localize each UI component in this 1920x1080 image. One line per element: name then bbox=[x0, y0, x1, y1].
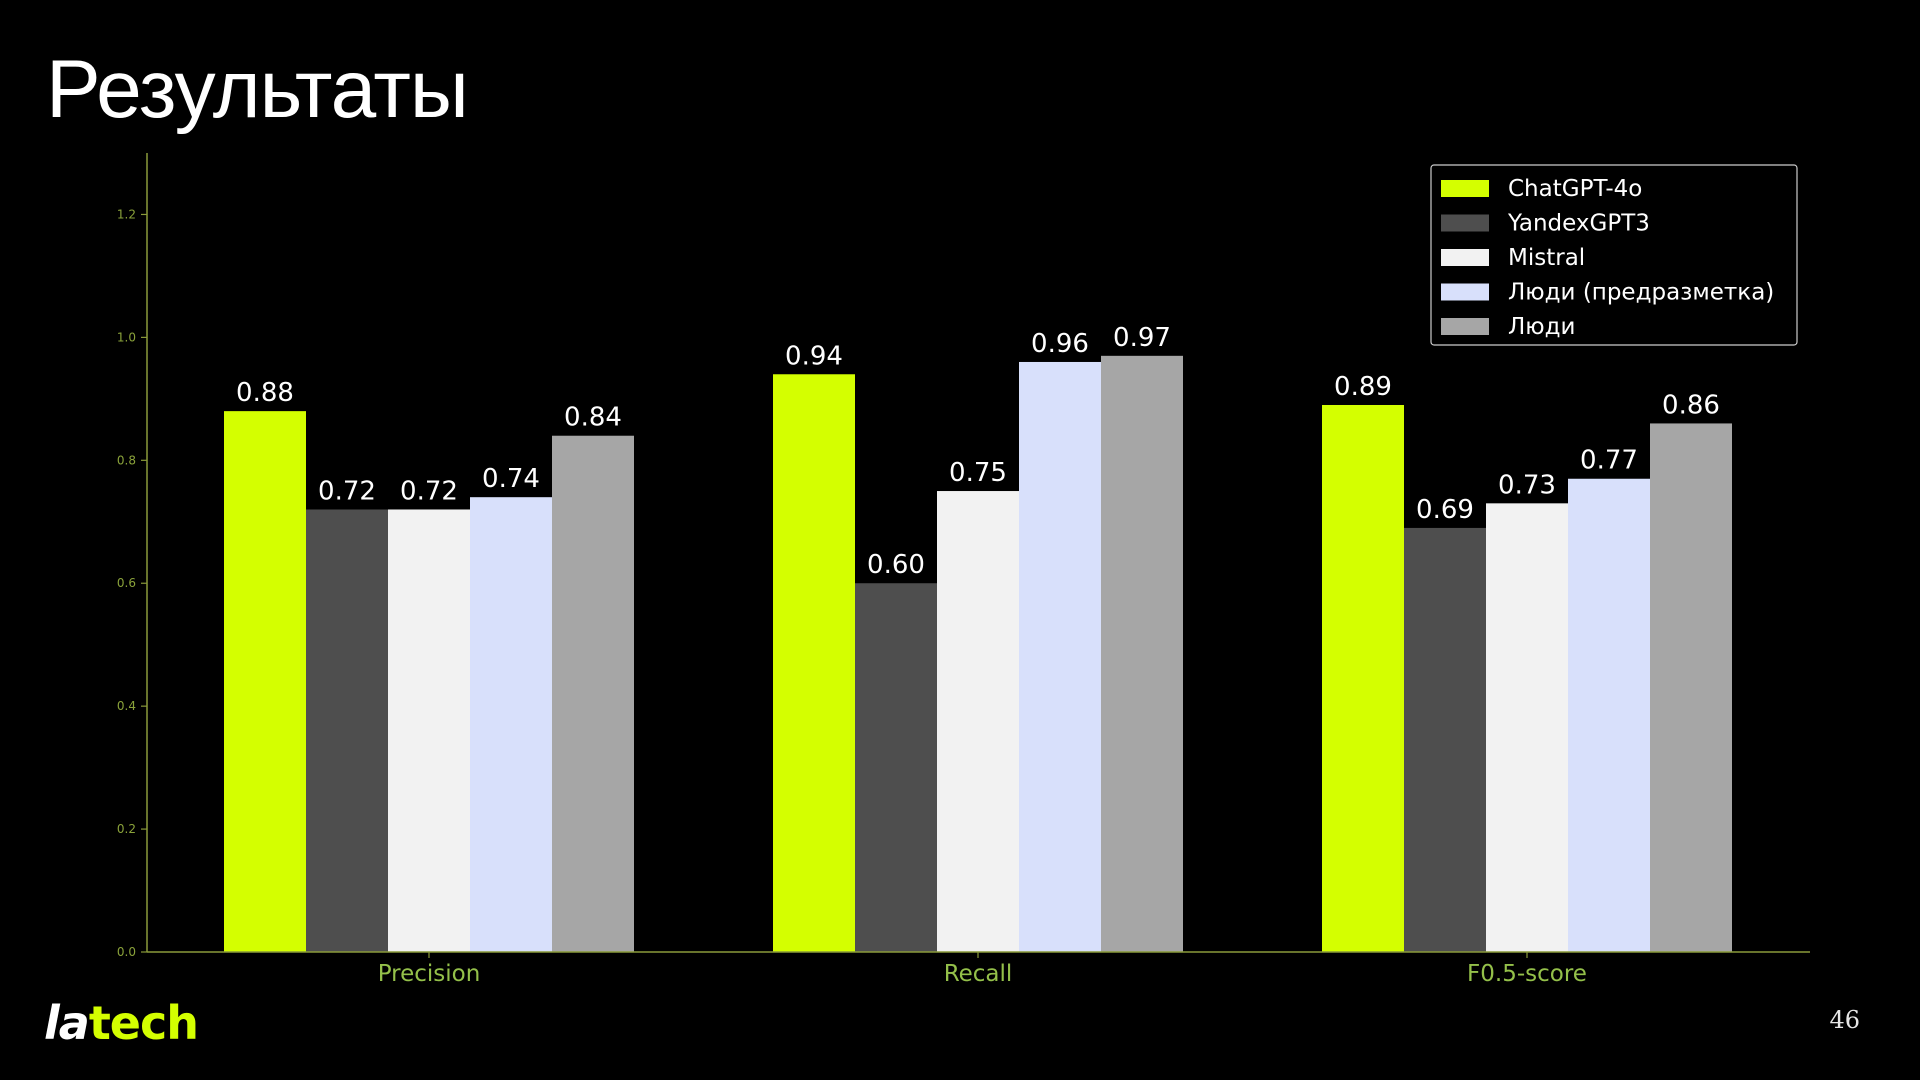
bar-value-label: 0.72 bbox=[318, 476, 376, 506]
y-tick-label: 1.0 bbox=[117, 330, 136, 344]
legend-label: Люди bbox=[1508, 314, 1576, 340]
bar bbox=[1322, 404, 1404, 952]
legend-label: Люди (предразметка) bbox=[1508, 280, 1774, 306]
y-tick-label: 1.2 bbox=[117, 207, 136, 221]
bar bbox=[1650, 423, 1732, 952]
bar bbox=[1404, 527, 1486, 952]
page-number: 46 bbox=[1829, 1006, 1860, 1034]
legend: ChatGPT-4o YandexGPT3 Mistral Люди (предраз… bbox=[1430, 164, 1798, 346]
legend-swatch bbox=[1441, 249, 1489, 266]
bar-value-label: 0.77 bbox=[1580, 446, 1638, 476]
bar bbox=[224, 411, 306, 953]
legend-swatch bbox=[1441, 318, 1489, 335]
bars bbox=[224, 355, 1732, 953]
legend-label: Mistral bbox=[1508, 245, 1585, 271]
x-tick-label: Precision bbox=[378, 961, 481, 987]
bar-value-label: 0.89 bbox=[1334, 372, 1392, 402]
y-tick-label: 0.2 bbox=[117, 822, 136, 836]
bar-value-label: 0.96 bbox=[1031, 329, 1089, 359]
legend-label: YandexGPT3 bbox=[1507, 211, 1650, 237]
logo-part-1: la bbox=[44, 996, 90, 1050]
legend-swatch bbox=[1441, 180, 1489, 197]
bar-value-label: 0.97 bbox=[1113, 323, 1171, 353]
bar-value-label: 0.75 bbox=[949, 458, 1007, 488]
slide-title: Результаты bbox=[46, 44, 469, 135]
bar bbox=[470, 497, 552, 952]
value-labels: 0.88 0.72 0.72 0.74 0.84 0.94 0.60 0.75 0.96 0.97… bbox=[236, 323, 1720, 580]
bar bbox=[552, 435, 634, 952]
bar-value-label: 0.88 bbox=[236, 378, 294, 408]
bar bbox=[306, 509, 388, 952]
bar bbox=[937, 491, 1019, 952]
bar bbox=[1019, 361, 1101, 952]
bar-value-label: 0.86 bbox=[1662, 390, 1720, 420]
bar-value-label: 0.94 bbox=[785, 341, 843, 371]
y-tick-label: 0.6 bbox=[117, 576, 136, 590]
legend-swatch bbox=[1441, 214, 1489, 232]
bar bbox=[388, 509, 470, 952]
y-tick-label: 0.4 bbox=[117, 699, 136, 713]
x-tick-label: F0.5-score bbox=[1467, 961, 1587, 987]
legend-box bbox=[1430, 164, 1798, 346]
legend-label: ChatGPT-4o bbox=[1508, 176, 1642, 202]
x-tick-label: Recall bbox=[944, 961, 1013, 987]
logo-part-2: tech bbox=[88, 996, 199, 1050]
bar bbox=[855, 583, 937, 952]
bar-value-label: 0.69 bbox=[1416, 495, 1474, 525]
legend-swatch bbox=[1441, 283, 1489, 301]
bar bbox=[1486, 503, 1568, 952]
y-axis: 0.0 0.2 0.4 0.6 0.8 1.0 1.2 bbox=[117, 153, 148, 959]
bar bbox=[1568, 478, 1650, 952]
bar-value-label: 0.74 bbox=[482, 464, 540, 494]
x-axis: Precision Recall F0.5-score bbox=[147, 951, 1810, 987]
y-tick-label: 0.0 bbox=[117, 945, 136, 959]
bar bbox=[1101, 355, 1183, 952]
bar-value-label: 0.72 bbox=[400, 476, 458, 506]
bar-value-label: 0.60 bbox=[867, 550, 925, 580]
y-tick-label: 0.8 bbox=[117, 453, 136, 467]
bar-value-label: 0.84 bbox=[564, 403, 622, 433]
brand-logo: latech bbox=[44, 996, 199, 1050]
bar-value-label: 0.73 bbox=[1498, 470, 1556, 500]
bar bbox=[773, 374, 855, 952]
